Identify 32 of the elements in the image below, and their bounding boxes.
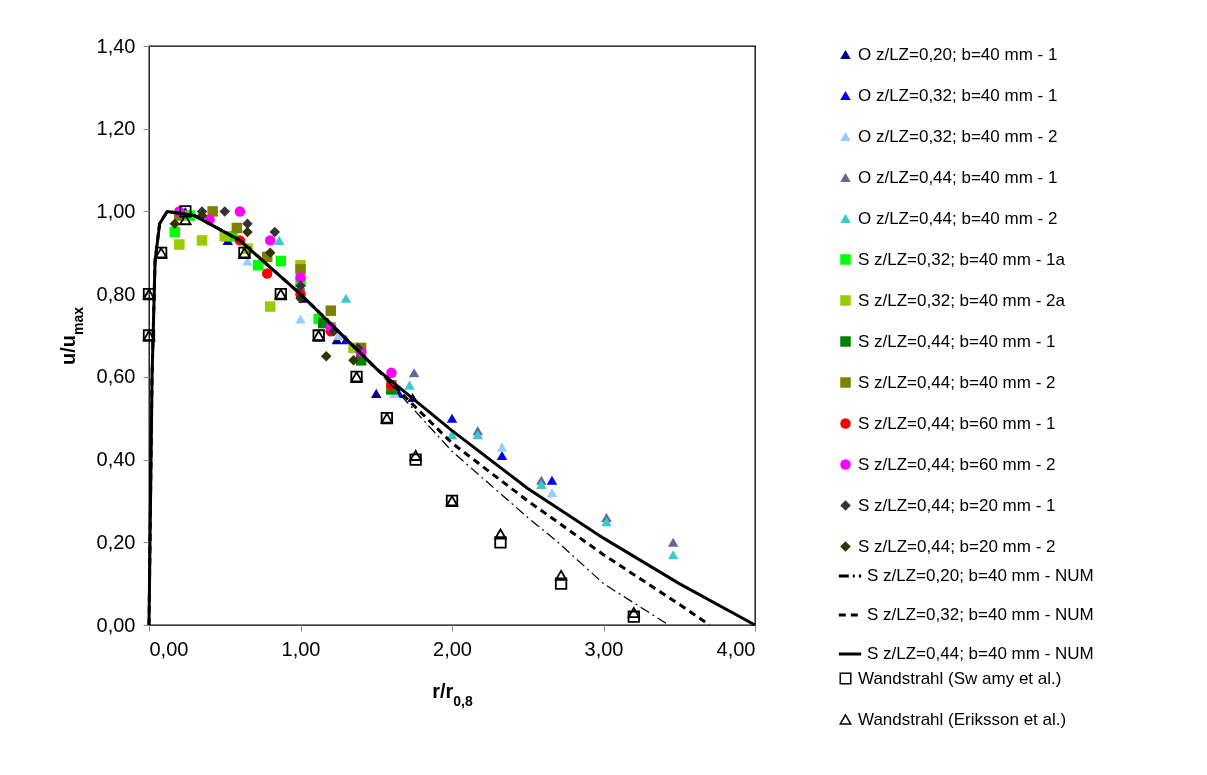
legend-label: S z/LZ=0,32; b=40 mm - 1a <box>858 249 1066 269</box>
legend-label: O z/LZ=0,32; b=40 mm - 2 <box>858 126 1058 146</box>
legend-label: S z/LZ=0,20; b=40 mm - NUM <box>867 566 1094 585</box>
legend-label: Wandstrahl (Eriksson et al.) <box>858 709 1067 729</box>
legend-label: O z/LZ=0,44; b=40 mm - 2 <box>858 208 1058 228</box>
y-tick-label: 0,00 <box>96 613 136 636</box>
legend-label: O z/LZ=0,44; b=40 mm - 1 <box>858 167 1058 187</box>
legend-label: S z/LZ=0,44; b=40 mm - 2 <box>858 372 1056 392</box>
legend-label: Wandstrahl (Sw amy et al.) <box>858 668 1062 688</box>
x-tick-label: 0,00 <box>149 637 189 660</box>
legend-label: S z/LZ=0,44; b=20 mm - 2 <box>858 536 1056 556</box>
x-tick-label: 4,00 <box>716 637 756 660</box>
y-tick-label: 1,20 <box>96 117 136 140</box>
legend-label: O z/LZ=0,20; b=40 mm - 1 <box>858 44 1058 64</box>
x-axis-title: r/r$_{0,8}$ <box>432 679 473 709</box>
legend-label: O z/LZ=0,32; b=40 mm - 1 <box>858 85 1058 105</box>
legend-label: S z/LZ=0,32; b=40 mm - 2a <box>858 290 1066 310</box>
legend-label: S z/LZ=0,44; b=60 mm - 2 <box>858 454 1056 474</box>
y-tick-label: 0,60 <box>96 365 136 388</box>
y-tick-label: 1,40 <box>96 34 136 57</box>
y-tick-label: 0,40 <box>96 448 136 471</box>
legend-label: S z/LZ=0,44; b=20 mm - 1 <box>858 495 1056 515</box>
legend-label: S z/LZ=0,44; b=60 mm - 1 <box>858 413 1056 433</box>
y-tick-label: 1,00 <box>96 199 136 222</box>
legend-label: S z/LZ=0,44; b=40 mm - NUM <box>867 644 1094 663</box>
x-tick-label: 2,00 <box>433 637 472 660</box>
legend-label: S z/LZ=0,44; b=40 mm - 1 <box>858 331 1056 351</box>
x-tick-label: 3,00 <box>584 637 624 660</box>
x-tick-label: 1,00 <box>281 637 321 660</box>
legend-label: S z/LZ=0,32; b=40 mm - NUM <box>867 605 1094 624</box>
y-tick-label: 0,80 <box>96 282 136 305</box>
y-tick-label: 0,20 <box>96 530 136 553</box>
